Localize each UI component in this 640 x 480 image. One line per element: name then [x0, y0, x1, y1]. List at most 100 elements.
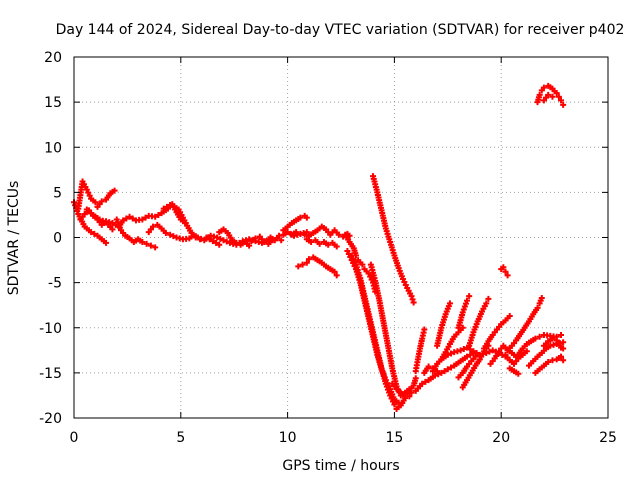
data-point	[421, 326, 428, 333]
data-point	[545, 359, 552, 366]
data-point	[214, 234, 221, 241]
data-point	[515, 370, 522, 377]
data-point	[444, 351, 451, 358]
data-series-arc-28	[455, 353, 479, 381]
data-point	[500, 264, 507, 271]
data-point	[350, 255, 357, 262]
data-series-arc-25	[434, 300, 453, 349]
data-point	[109, 220, 116, 227]
data-point	[233, 239, 240, 246]
data-point	[303, 214, 310, 221]
data-series-arc-42	[540, 91, 556, 104]
data-point	[162, 229, 169, 236]
data-point	[536, 91, 543, 98]
data-points	[71, 82, 567, 412]
data-series-arc-22	[412, 350, 477, 394]
x-tick-label: 25	[599, 430, 617, 446]
x-tick-label: 15	[385, 430, 403, 446]
data-point	[387, 392, 394, 399]
data-point	[489, 347, 496, 354]
data-series-arc-40	[540, 335, 567, 352]
data-point	[553, 90, 560, 97]
data-point	[203, 234, 210, 241]
data-point	[486, 348, 493, 355]
data-point	[216, 241, 223, 248]
data-point	[448, 364, 455, 371]
data-point	[295, 263, 302, 270]
data-point	[532, 335, 539, 342]
data-point	[223, 238, 230, 245]
data-point	[85, 189, 92, 196]
data-series-arc-33	[498, 264, 511, 279]
data-point	[408, 293, 415, 300]
data-point	[246, 242, 253, 249]
data-point	[252, 235, 259, 242]
x-axis-label: GPS time / hours	[282, 458, 399, 474]
data-point	[143, 240, 150, 247]
y-tick-label: 15	[44, 95, 62, 111]
data-point	[331, 268, 338, 275]
data-point	[335, 231, 342, 238]
data-point	[86, 192, 93, 199]
data-point	[284, 229, 291, 236]
data-point	[425, 363, 432, 370]
data-point	[467, 351, 474, 358]
data-point	[560, 345, 567, 352]
data-point	[545, 91, 552, 98]
data-point	[278, 237, 285, 244]
data-point	[558, 353, 565, 360]
data-series-arc-10	[248, 233, 285, 247]
data-point	[109, 226, 116, 233]
data-point	[299, 261, 306, 268]
data-point	[269, 237, 276, 244]
y-tick-label: -5	[48, 276, 62, 292]
data-point	[167, 202, 174, 209]
data-point	[549, 93, 556, 100]
data-point	[560, 101, 567, 108]
x-tick-label: 0	[70, 430, 79, 446]
data-point	[150, 223, 157, 230]
data-series-arc-21	[412, 326, 428, 375]
data-point	[351, 258, 358, 265]
data-point	[504, 272, 511, 279]
data-point	[297, 214, 304, 221]
data-point	[467, 346, 474, 353]
data-point	[120, 217, 127, 224]
data-point	[103, 239, 110, 246]
data-point	[388, 395, 395, 402]
data-point	[536, 333, 543, 340]
data-point	[466, 293, 473, 300]
data-point	[367, 273, 374, 280]
data-series-arc-30	[466, 295, 492, 349]
data-point	[209, 238, 216, 245]
y-tick-label: 20	[44, 50, 62, 66]
data-series-arc-5	[113, 216, 159, 251]
y-axis-label: SDTVAR / TECUs	[6, 181, 22, 296]
data-point	[464, 297, 471, 304]
data-point	[538, 294, 545, 301]
data-point	[412, 375, 419, 382]
y-tick-label: -10	[39, 321, 62, 337]
data-point	[96, 216, 103, 223]
data-series-arc-35	[504, 294, 545, 354]
data-point	[502, 268, 509, 275]
data-series-arc-7	[160, 202, 204, 243]
data-series-arc-9	[216, 226, 253, 249]
data-point	[142, 214, 149, 221]
data-series-arc-27	[455, 293, 473, 331]
data-point	[160, 205, 167, 212]
data-point	[391, 401, 398, 408]
data-point	[523, 348, 530, 355]
data-point	[139, 216, 146, 223]
data-point	[139, 239, 146, 246]
chart-title: Day 144 of 2024, Sidereal Day-to-day VTE…	[56, 22, 625, 38]
data-point	[401, 279, 408, 286]
data-point	[344, 248, 351, 255]
y-tick-label: -15	[39, 366, 62, 382]
data-point	[485, 295, 492, 302]
data-point	[308, 239, 315, 246]
x-tick-label: 20	[492, 430, 510, 446]
data-point	[549, 335, 556, 342]
data-point	[473, 350, 480, 357]
